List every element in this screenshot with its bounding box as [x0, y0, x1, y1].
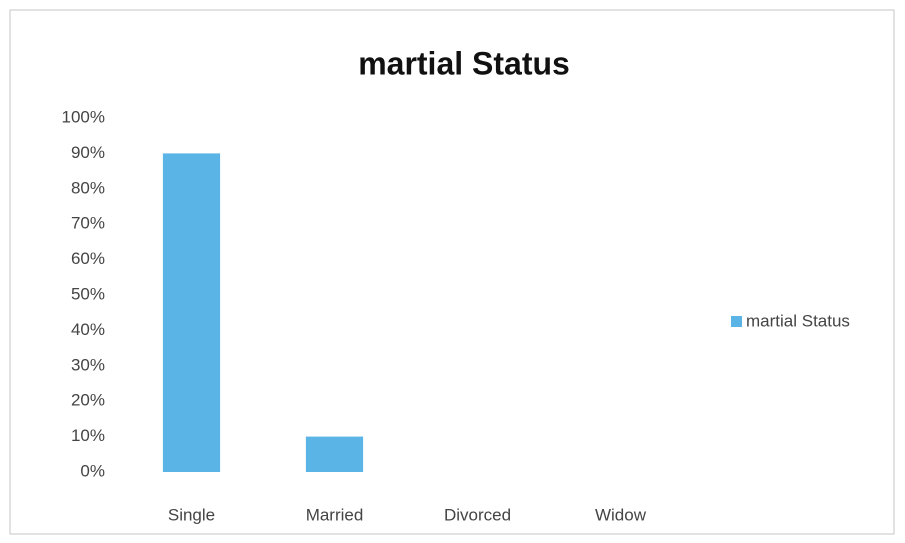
legend-label: martial Status	[746, 311, 850, 330]
y-tick-label: 70%	[71, 214, 105, 233]
x-tick-label: Divorced	[444, 505, 511, 524]
y-tick-label: 100%	[62, 107, 105, 126]
y-tick-label: 20%	[71, 391, 105, 410]
y-tick-label: 90%	[71, 143, 105, 162]
x-tick-label: Single	[168, 505, 215, 524]
y-tick-label: 30%	[71, 355, 105, 374]
y-tick-label: 10%	[71, 426, 105, 445]
x-tick-label: Married	[306, 505, 364, 524]
y-tick-label: 40%	[71, 320, 105, 339]
y-tick-label: 0%	[80, 461, 105, 480]
y-tick-label: 80%	[71, 178, 105, 197]
y-tick-label: 50%	[71, 284, 105, 303]
bar	[305, 436, 364, 472]
chart-frame	[9, 9, 895, 535]
bar	[162, 153, 221, 472]
legend-swatch	[731, 316, 742, 327]
chart-title: martial Status	[358, 45, 570, 81]
x-tick-label: Widow	[595, 505, 647, 524]
y-tick-label: 60%	[71, 249, 105, 268]
